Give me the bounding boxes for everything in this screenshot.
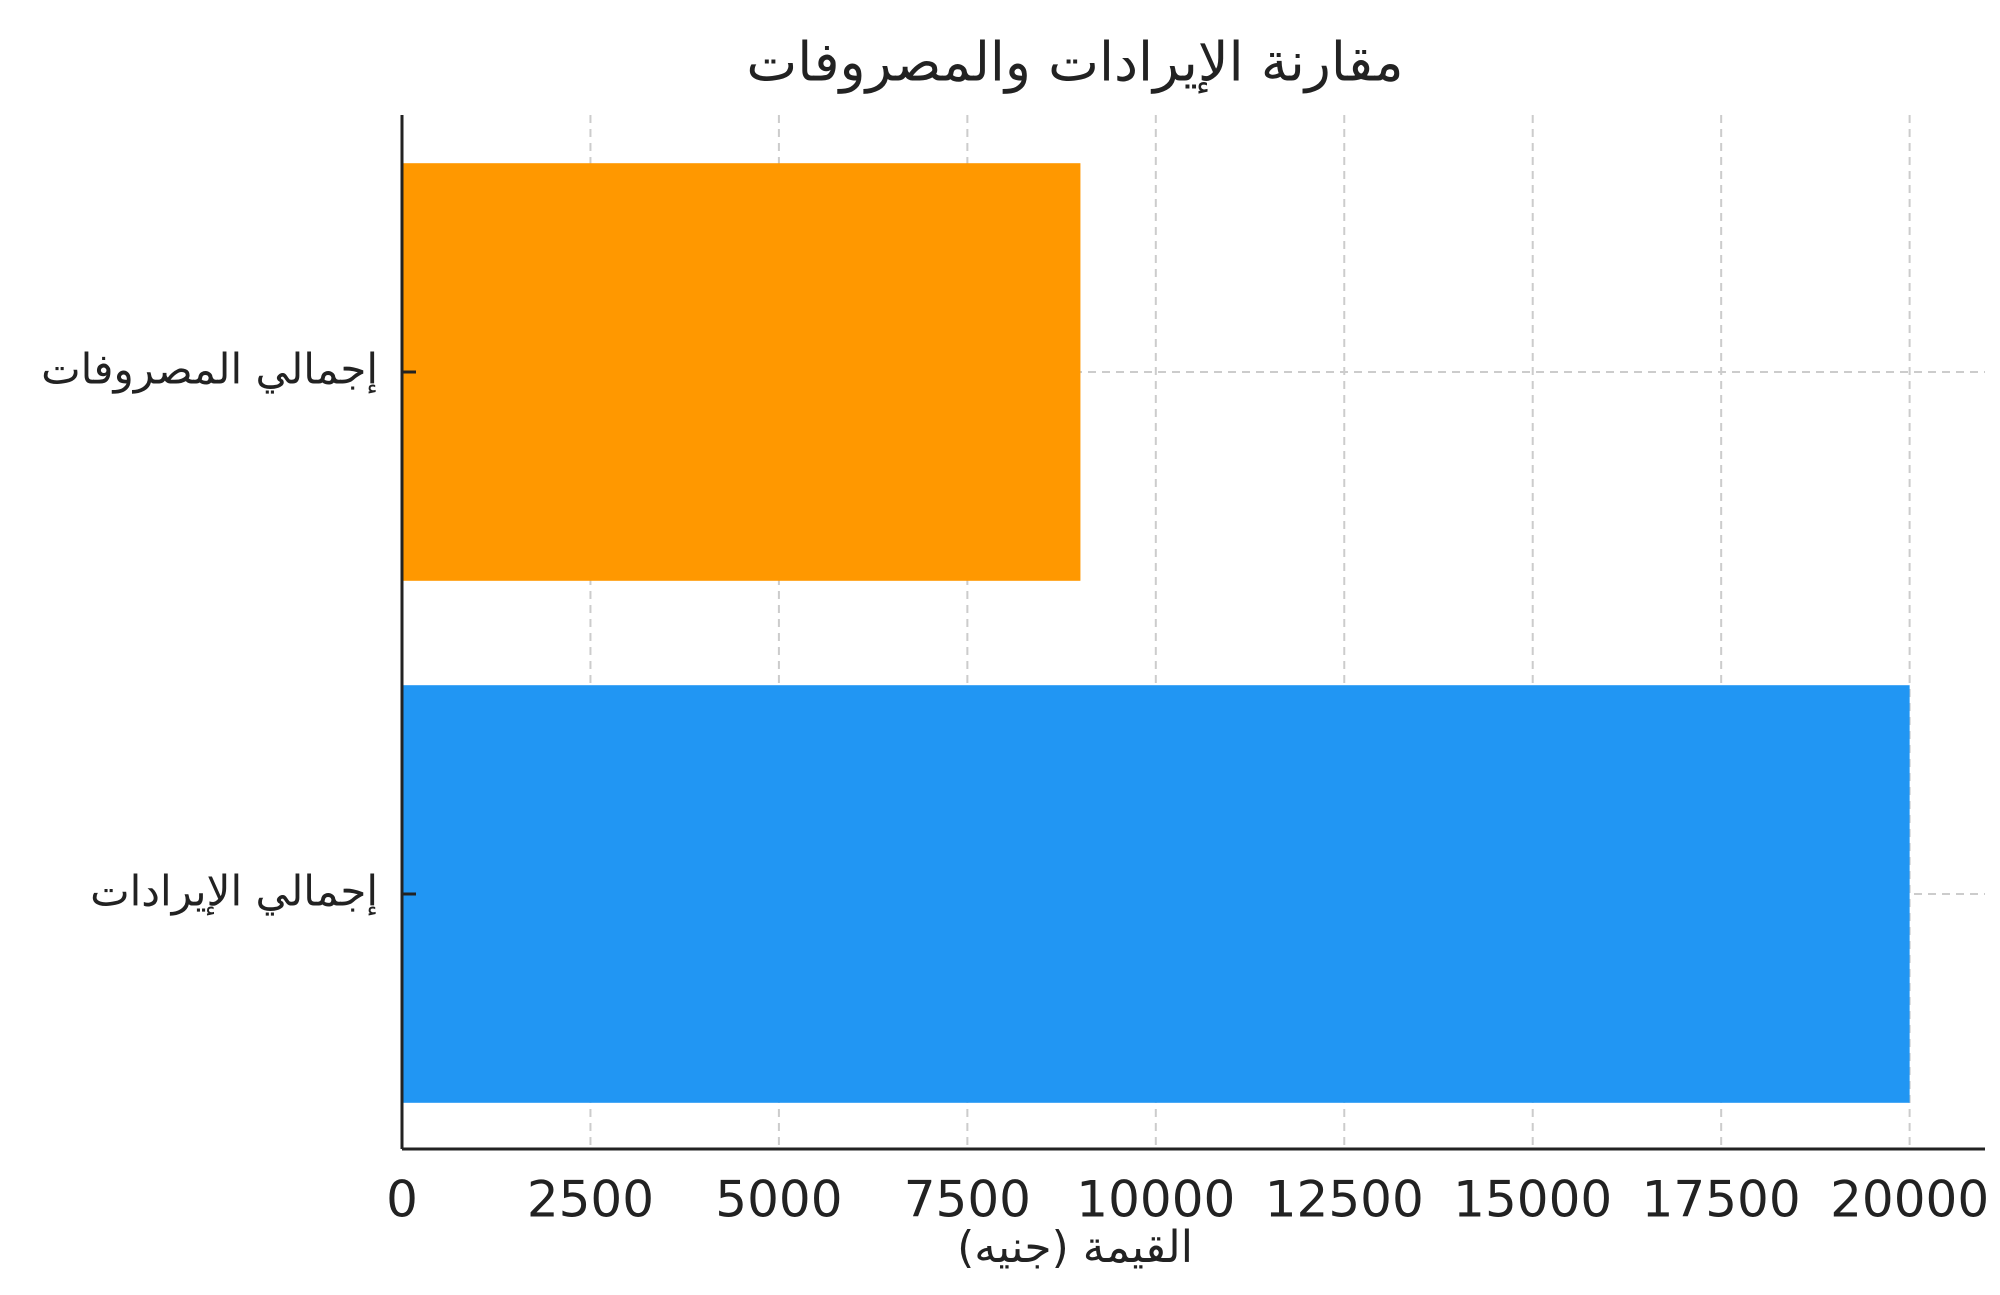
bar — [402, 685, 1910, 1103]
chart-title: مقارنة الإيرادات والمصروفات — [746, 31, 1403, 94]
x-tick-label: 12500 — [1265, 1171, 1424, 1229]
x-tick-label: 15000 — [1453, 1171, 1612, 1229]
x-tick-label: 7500 — [904, 1171, 1031, 1229]
x-tick-label: 10000 — [1076, 1171, 1235, 1229]
x-tick-label: 20000 — [1830, 1171, 1989, 1229]
x-tick-label: 5000 — [715, 1171, 842, 1229]
y-tick-label: إجمالي الإيرادات — [90, 867, 378, 917]
x-axis-label: القيمة (جنيه) — [957, 1222, 1193, 1273]
x-tick-label: 2500 — [527, 1171, 654, 1229]
y-tick-label: إجمالي المصروفات — [41, 345, 378, 395]
x-tick-label: 0 — [386, 1171, 418, 1229]
x-tick-label: 17500 — [1642, 1171, 1801, 1229]
bar — [402, 163, 1081, 581]
